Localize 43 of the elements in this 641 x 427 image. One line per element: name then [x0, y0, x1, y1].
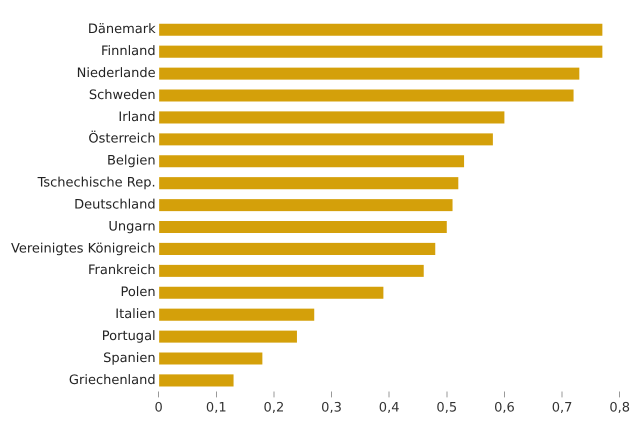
bar: [159, 111, 504, 124]
bar: [159, 155, 464, 168]
bar: [159, 308, 314, 321]
bar: [159, 199, 453, 212]
y-tick-label: Polen: [120, 285, 156, 300]
bar: [159, 46, 602, 58]
x-tick-label: 0,7: [552, 400, 572, 416]
bar: [159, 286, 384, 299]
x-tick-label: 0: [154, 400, 163, 416]
y-tick-label: Dänemark: [88, 22, 156, 38]
y-tick-label: Irland: [118, 110, 156, 125]
bar: [159, 330, 297, 343]
x-tick-label: 0,4: [378, 400, 400, 416]
bar: [159, 24, 602, 36]
bar: [159, 133, 493, 146]
y-tick-label: Spanien: [103, 350, 156, 366]
y-tick-label: Belgien: [107, 154, 156, 169]
bar: [159, 68, 580, 80]
x-tick-label: 0,5: [436, 400, 458, 416]
y-tick-label: Schweden: [88, 88, 156, 103]
bar: [159, 352, 262, 365]
y-tick-label: Portugal: [102, 328, 156, 344]
y-tick-label: Griechenland: [68, 372, 156, 388]
y-tick-label: Niederlande: [76, 66, 156, 81]
y-tick-label: Österreich: [88, 130, 156, 147]
bar: [159, 242, 436, 255]
x-tick-label: 0,1: [206, 400, 227, 416]
x-tick-label: 0,3: [321, 400, 342, 416]
y-tick-label: Finnland: [100, 44, 156, 60]
y-tick-label: Vereinigtes Königreich: [10, 241, 156, 256]
y-tick-label: Frankreich: [88, 263, 156, 278]
bar: [159, 264, 424, 277]
bar: [159, 177, 458, 190]
x-tick-label: 0,8: [609, 400, 630, 416]
bar: [159, 220, 447, 234]
y-tick-label: Tschechische Rep.: [36, 176, 156, 191]
bar: [159, 374, 234, 386]
x-tick-label: 0,6: [494, 400, 515, 416]
y-tick-label: Italien: [115, 307, 156, 322]
x-tick-label: 0,2: [264, 400, 284, 416]
y-tick-label: Deutschland: [74, 197, 156, 212]
y-tick-label: Ungarn: [108, 219, 156, 234]
bar: [159, 89, 574, 102]
